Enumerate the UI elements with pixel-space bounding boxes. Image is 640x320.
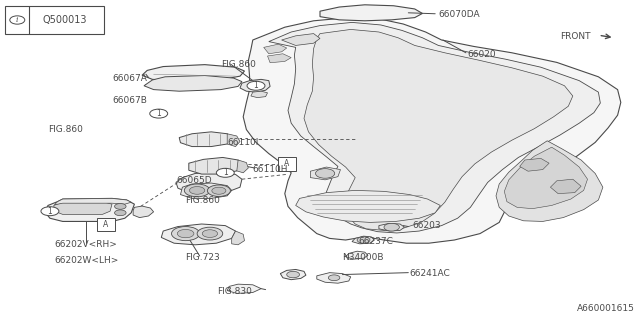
Circle shape [115,210,126,216]
Text: FIG.860: FIG.860 [221,60,255,68]
Polygon shape [296,190,440,222]
Circle shape [247,81,265,90]
Polygon shape [280,269,306,280]
Bar [278,157,296,171]
Text: 1: 1 [253,81,259,90]
Bar [5,6,104,34]
Text: Q500013: Q500013 [42,15,87,25]
Text: 1: 1 [47,207,52,216]
Polygon shape [268,54,291,63]
Text: N34000B: N34000B [342,253,384,262]
Circle shape [328,275,340,281]
Circle shape [115,204,126,209]
Text: 1: 1 [156,109,161,118]
Polygon shape [282,34,320,45]
Polygon shape [504,147,588,209]
Polygon shape [54,202,112,214]
Polygon shape [243,18,621,243]
Polygon shape [240,79,270,92]
Polygon shape [227,134,240,147]
Text: 1: 1 [223,168,228,177]
Polygon shape [550,179,581,194]
Circle shape [172,227,200,241]
Polygon shape [232,231,244,245]
Polygon shape [304,29,573,230]
Text: i: i [16,16,19,24]
Text: 66241AC: 66241AC [410,269,451,278]
Polygon shape [45,198,134,221]
Polygon shape [161,224,236,245]
Text: 66020: 66020 [467,50,496,59]
Circle shape [384,223,399,231]
Polygon shape [189,157,242,174]
Circle shape [202,230,218,237]
Text: A: A [103,220,108,229]
Text: 66202W<LH>: 66202W<LH> [54,256,119,265]
Text: 66237C: 66237C [358,237,393,246]
Circle shape [212,187,226,194]
Polygon shape [269,22,600,233]
Text: A660001615: A660001615 [577,304,635,313]
Polygon shape [142,65,244,81]
Polygon shape [346,251,368,259]
Circle shape [150,109,168,118]
Polygon shape [379,223,404,231]
Circle shape [189,187,205,194]
Circle shape [216,168,234,177]
Text: 66070DA: 66070DA [438,10,480,19]
Polygon shape [176,172,242,194]
Text: FIG.860: FIG.860 [186,196,220,204]
Polygon shape [237,160,248,173]
Polygon shape [310,167,340,180]
Text: FIG.860: FIG.860 [48,125,83,134]
Text: 66067B: 66067B [112,96,147,105]
Circle shape [41,207,59,216]
Circle shape [357,237,370,243]
Circle shape [207,185,230,196]
Text: A: A [284,159,289,168]
Polygon shape [520,158,549,171]
Text: 66203: 66203 [413,221,442,230]
Text: 66202V<RH>: 66202V<RH> [54,240,117,249]
Polygon shape [179,132,232,147]
Text: FIG.723: FIG.723 [186,253,220,262]
Text: 66110H: 66110H [253,165,288,174]
Circle shape [287,271,300,278]
Polygon shape [496,141,603,221]
Polygon shape [180,183,232,198]
Text: FRONT: FRONT [560,32,591,41]
Polygon shape [144,76,242,91]
Bar [97,218,115,231]
Polygon shape [352,236,374,244]
Ellipse shape [10,16,25,24]
Text: FIG.830: FIG.830 [218,287,252,296]
Circle shape [184,184,210,197]
Polygon shape [320,5,422,21]
Circle shape [177,229,194,238]
Text: 66065D: 66065D [176,176,212,185]
Text: 66067A: 66067A [112,74,147,83]
Circle shape [197,227,223,240]
Circle shape [316,169,335,178]
Polygon shape [133,206,154,218]
Polygon shape [54,198,131,205]
Circle shape [250,83,262,89]
Polygon shape [227,284,261,293]
Polygon shape [264,44,287,54]
Polygon shape [251,91,268,98]
Text: 66110I: 66110I [227,138,259,147]
Polygon shape [317,273,351,283]
